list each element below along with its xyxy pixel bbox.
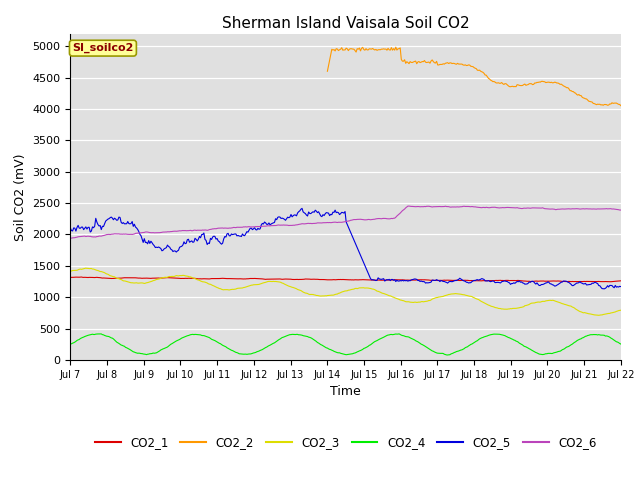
Legend: CO2_1, CO2_2, CO2_3, CO2_4, CO2_5, CO2_6: CO2_1, CO2_2, CO2_3, CO2_4, CO2_5, CO2_6 xyxy=(90,431,601,454)
CO2_4 xyxy=(364,343,372,349)
CO2_3 xyxy=(365,286,373,291)
CO2_5 xyxy=(600,286,608,292)
CO2_6 xyxy=(328,220,335,226)
CO2_3 xyxy=(332,291,340,297)
CO2_4 xyxy=(332,349,339,355)
CO2_3 xyxy=(617,307,625,313)
CO2_4 xyxy=(520,343,527,349)
CO2_3 xyxy=(606,311,614,316)
CO2_1 xyxy=(67,275,74,280)
CO2_6 xyxy=(67,235,74,241)
CO2_4 xyxy=(617,341,625,347)
CO2_2 xyxy=(617,103,625,108)
CO2_4 xyxy=(396,331,403,337)
Line: CO2_5: CO2_5 xyxy=(70,208,621,289)
CO2_2 xyxy=(604,102,611,108)
CO2_6 xyxy=(332,219,339,225)
CO2_4 xyxy=(394,331,402,337)
Line: CO2_6: CO2_6 xyxy=(70,206,621,238)
CO2_4 xyxy=(606,334,614,340)
CO2_6 xyxy=(364,216,372,222)
Title: Sherman Island Vaisala Soil CO2: Sherman Island Vaisala Soil CO2 xyxy=(222,16,469,31)
Text: SI_soilco2: SI_soilco2 xyxy=(72,43,134,53)
CO2_4 xyxy=(328,348,335,353)
CO2_2 xyxy=(394,46,402,52)
CO2_1 xyxy=(396,277,403,283)
CO2_4 xyxy=(67,341,74,347)
CO2_1 xyxy=(519,278,527,284)
CO2_5 xyxy=(396,278,403,284)
Line: CO2_2: CO2_2 xyxy=(328,47,621,106)
CO2_5 xyxy=(329,209,337,215)
Line: CO2_4: CO2_4 xyxy=(70,334,621,355)
CO2_1 xyxy=(606,279,614,285)
CO2_5 xyxy=(332,210,340,216)
CO2_5 xyxy=(617,284,625,289)
CO2_6 xyxy=(617,207,625,213)
CO2_4 xyxy=(444,352,451,358)
CO2_5 xyxy=(519,280,527,286)
CO2_3 xyxy=(82,265,90,271)
CO2_3 xyxy=(595,312,603,318)
CO2_5 xyxy=(67,225,74,231)
CO2_1 xyxy=(604,279,611,285)
CO2_6 xyxy=(605,206,612,212)
CO2_5 xyxy=(365,273,373,279)
CO2_3 xyxy=(519,304,527,310)
CO2_1 xyxy=(77,274,85,280)
CO2_3 xyxy=(67,268,74,274)
CO2_6 xyxy=(519,205,527,211)
CO2_5 xyxy=(606,283,614,288)
Line: CO2_1: CO2_1 xyxy=(70,277,621,282)
CO2_1 xyxy=(329,277,337,283)
CO2_5 xyxy=(298,205,306,211)
X-axis label: Time: Time xyxy=(330,385,361,398)
CO2_2 xyxy=(364,47,372,53)
Line: CO2_3: CO2_3 xyxy=(70,268,621,315)
CO2_6 xyxy=(404,203,412,209)
CO2_2 xyxy=(332,48,339,54)
CO2_2 xyxy=(518,83,525,88)
CO2_3 xyxy=(396,297,403,302)
CO2_1 xyxy=(365,277,373,283)
CO2_6 xyxy=(394,212,402,218)
CO2_1 xyxy=(332,277,340,283)
Y-axis label: Soil CO2 (mV): Soil CO2 (mV) xyxy=(14,153,27,240)
CO2_1 xyxy=(617,278,625,284)
CO2_2 xyxy=(328,47,335,52)
CO2_3 xyxy=(329,292,337,298)
